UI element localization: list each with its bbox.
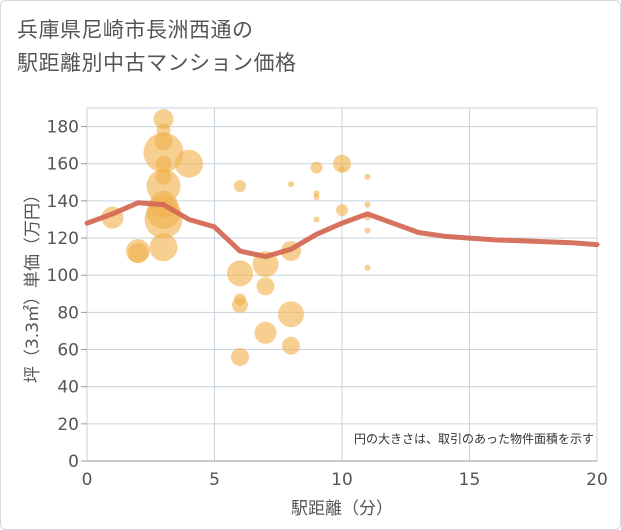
data-bubble [234, 180, 246, 193]
x-tick-label: 20 [586, 470, 608, 490]
chart-title: 兵庫県尼崎市長洲西通の 駅距離別中古マンション価格 [17, 14, 297, 80]
y-tick-label: 0 [68, 452, 79, 472]
trend-line [84, 200, 600, 260]
data-bubble [254, 321, 277, 344]
data-bubble [227, 260, 253, 287]
data-bubble [339, 166, 345, 173]
data-bubble [313, 194, 320, 201]
data-bubble [310, 161, 323, 174]
data-bubble [156, 123, 171, 138]
data-bubble [234, 293, 246, 306]
data-bubble [333, 154, 351, 173]
data-bubble [175, 149, 203, 178]
y-tick-label: 120 [47, 229, 79, 249]
y-tick-label: 40 [57, 378, 79, 398]
data-bubble [282, 336, 300, 355]
data-bubble [364, 173, 371, 180]
data-bubble [149, 233, 178, 262]
y-tick-label: 100 [47, 266, 79, 286]
data-bubble [288, 181, 294, 188]
trend-layer [84, 200, 600, 260]
x-tick-label: 0 [82, 470, 93, 490]
data-bubble [154, 132, 173, 151]
x-tick-label: 5 [209, 470, 220, 490]
x-axis-label: 駅距離（分） [291, 499, 393, 519]
data-bubble [364, 264, 371, 271]
chart-title-line-1: 兵庫県尼崎市長洲西通の [17, 18, 254, 42]
data-bubble [155, 155, 172, 172]
data-bubble [364, 227, 371, 234]
data-bubble [364, 201, 371, 208]
data-bubble [256, 277, 275, 296]
axis-ticks: 0 20 40 60 80 100 120 140 160 180 0 5 10 15 20 [47, 118, 608, 490]
y-tick-label: 140 [47, 192, 79, 212]
y-tick-label: 60 [57, 341, 79, 361]
x-tick-label: 15 [459, 470, 481, 490]
y-tick-label: 180 [47, 118, 79, 138]
bubble-size-note: 円の大きさは、取引のあった物件面積を示す [354, 431, 594, 446]
y-axis-label: 坪（3.3㎡）単価（万円） [23, 186, 43, 383]
y-tick-label: 80 [57, 303, 79, 323]
data-bubble [278, 301, 304, 328]
data-bubble [231, 347, 249, 366]
chart-title-line-2: 駅距離別中古マンション価格 [17, 51, 297, 75]
data-bubble [336, 204, 348, 217]
x-tick-label: 10 [331, 470, 353, 490]
data-bubble [143, 132, 184, 173]
data-bubble [153, 109, 174, 130]
data-bubble [313, 216, 320, 223]
y-tick-label: 160 [47, 155, 79, 175]
data-bubble [155, 168, 172, 185]
y-tick-label: 20 [57, 415, 79, 435]
data-bubble [128, 242, 148, 263]
